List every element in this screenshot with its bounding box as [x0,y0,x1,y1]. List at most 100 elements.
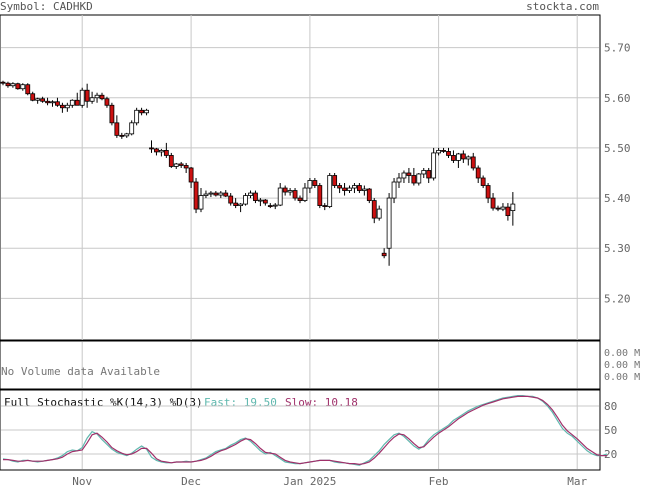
date-axis-labels: Nov Dec Jan 2025 Feb Mar [72,475,587,486]
candle-body-down [342,187,347,191]
stochastic-fast-label: Fast: 19.50 [204,396,277,409]
stochastic-tick-label: 50 [604,424,617,437]
candle-body-up [203,193,209,196]
candle-body-down [55,101,60,106]
candle-body-up [386,197,392,249]
candle-body-down [154,148,159,153]
candle-body-down [193,181,199,210]
candle-body-up [455,153,461,161]
candle-body-up [208,192,214,195]
volume-panel-frame [0,340,601,390]
candlestick-series [0,80,516,266]
candle-body-down [40,98,45,102]
candle-body-down [441,150,446,152]
candle-body-up [198,195,204,210]
candle-body-up [89,97,95,102]
date-tick-label: Mar [567,475,587,486]
candle-body-down [84,89,90,102]
candle-body-up [134,109,140,124]
stochastic-grid: 80 50 20 [1,400,617,461]
candle-body-up [173,163,179,167]
candle-body-down [30,93,36,101]
stochastic-slow-label: Slow: 10.18 [285,396,358,409]
price-tick-label: 5.20 [604,292,631,305]
candle-body-down [149,147,154,150]
candle-body-down [139,109,145,114]
candle-body-up [396,177,402,183]
candle-body-up [69,99,75,106]
candle-body-up [243,195,248,205]
candle-body-down [99,94,105,100]
price-axis-labels: 5.70 5.60 5.50 5.40 5.30 5.20 [604,42,631,306]
candle-body-up [272,204,278,207]
stochastic-tick-label: 20 [604,448,617,461]
candle-body-down [292,190,298,199]
candle-body-up [401,172,407,179]
candle-body-down [490,197,496,209]
candle-body-down [426,170,432,179]
candle-body-down [446,151,451,156]
candle-body-down [163,150,169,156]
site-brand[interactable]: stockta.com [526,0,599,13]
price-tick-label: 5.30 [604,242,631,255]
candle-body-up [436,150,442,154]
candle-body-down [337,185,343,189]
candle-body-up [302,187,308,201]
candle-body-up [352,185,357,189]
candle-body-up [421,170,427,175]
candle-body-down [109,104,115,124]
price-tick-label: 5.50 [604,142,631,155]
candle-body-down [223,192,229,197]
candle-body-down [297,197,303,201]
candle-body-up [465,156,471,160]
candle-body-down [119,134,125,137]
price-tick-label: 5.40 [604,192,631,205]
date-tick-label: Nov [72,475,92,486]
candle-body-down [312,180,318,186]
candle-body-down [411,175,417,184]
candle-body-up [79,89,85,106]
candle-body-down [480,177,486,186]
candle-body-up [257,199,263,202]
candle-body-down [267,205,273,207]
candle-body-down [406,172,412,176]
candle-body-down [45,100,50,104]
stochastic-title: Full Stochastic %K(14,3) %D(3) [4,396,203,409]
candle-body-up [35,98,41,101]
candle-body-up [20,84,26,90]
candle-body-up [500,206,506,210]
candle-body-down [322,205,328,207]
candle-body-down [114,122,120,136]
candle-body-down [253,192,258,201]
candle-body-up [347,187,352,191]
candle-body-up [158,150,164,153]
price-tick-label: 5.60 [604,92,631,105]
date-tick-label: Feb [429,475,449,486]
candle-body-up [144,109,149,114]
candle-body-down [356,185,362,191]
candle-body-down [228,195,234,204]
candle-body-down [495,207,501,210]
candle-body-up [64,104,70,109]
candle-body-down [104,98,110,106]
candle-body-up [376,208,382,219]
candle-body-up [327,175,333,207]
candle-body-down [0,81,6,84]
candle-body-down [470,156,476,169]
candle-body-up [124,133,130,137]
candle-body-down [5,82,11,87]
candle-body-down [451,155,456,161]
candle-body-up [416,173,422,184]
candle-body-up [307,180,313,189]
candle-body-down [332,175,338,186]
candle-body-up [238,203,244,206]
candle-body-down [282,187,288,193]
volume-axis-label-mid: 0.00 M [604,360,640,371]
candle-body-up [431,152,437,179]
candle-body-down [460,153,466,160]
volume-axis-label-bottom: 0.00 M [604,372,640,383]
candle-body-down [15,83,21,90]
candle-body-down [317,185,323,206]
candle-body-down [485,185,491,199]
candle-body-down [168,155,174,167]
